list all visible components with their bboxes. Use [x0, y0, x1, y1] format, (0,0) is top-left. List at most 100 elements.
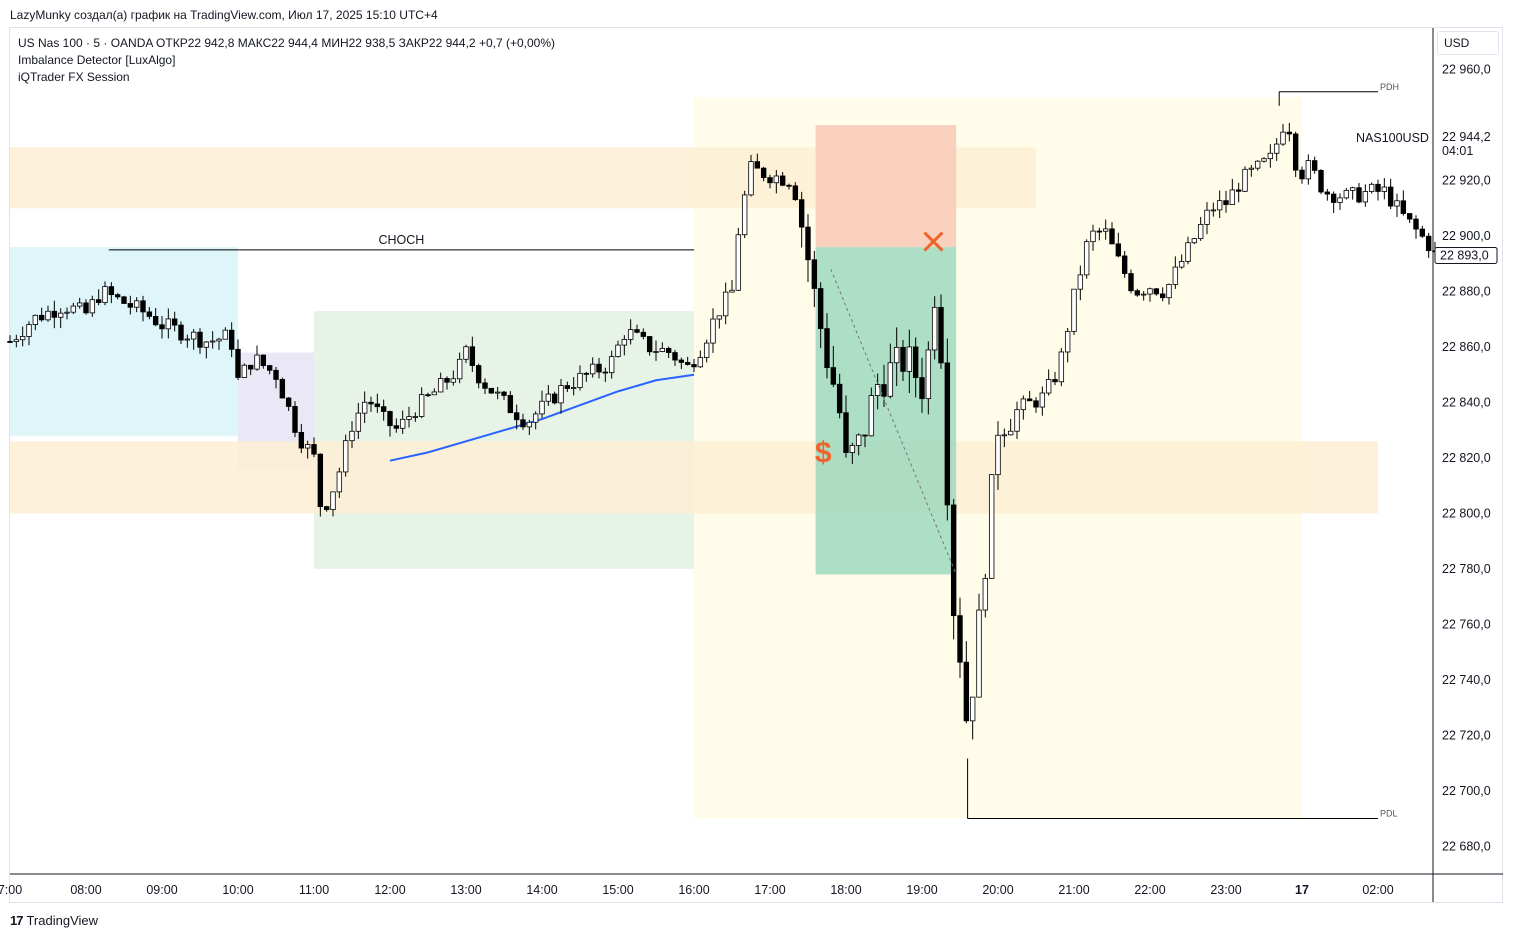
- axes: 22 960,0 22 920,0 22 900,0 22 880,0 22 860,0…: [0, 28, 1503, 902]
- tradingview-logo[interactable]: 17 TradingView: [10, 913, 98, 928]
- candle-body-194: [1235, 189, 1242, 192]
- candle-body-223: [1419, 228, 1426, 237]
- candle-body-174: [1109, 228, 1115, 245]
- time-tick-8: 15:00: [602, 883, 633, 897]
- candle-body-19: [127, 303, 134, 308]
- candle-body-121: [773, 175, 780, 184]
- candle-body-25: [165, 318, 172, 330]
- price-tick-11: 22 720,0: [1442, 728, 1491, 742]
- candle-body-14: [95, 299, 102, 303]
- time-tick-11: 18:00: [830, 883, 861, 897]
- candle-body-45: [292, 406, 298, 433]
- currency-selector[interactable]: USD: [1437, 31, 1499, 55]
- candle-body-215: [1368, 183, 1375, 192]
- trade-path: [830, 269, 957, 575]
- candle-body-46: [298, 432, 305, 449]
- candle-body-143: [912, 346, 919, 378]
- price-tick-5: 22 840,0: [1442, 395, 1491, 409]
- price-tick-13: 22 680,0: [1442, 839, 1491, 853]
- candle-body-173: [1102, 228, 1109, 232]
- price-tick-10: 22 740,0: [1442, 673, 1491, 687]
- candle-body-184: [1172, 266, 1179, 285]
- entry-cross-icon-stroke: [923, 231, 944, 252]
- price-tick-2: 22 900,0: [1442, 229, 1491, 243]
- symbol-legend[interactable]: US Nas 100 · 5 · OANDA ОТКР22 942,8 МАКС…: [18, 36, 555, 50]
- candle-body-144: [919, 377, 925, 400]
- candle-body-199: [1267, 152, 1274, 160]
- candle-body-69: [444, 378, 450, 383]
- candle-body-181: [1153, 288, 1160, 295]
- candle-body-136: [868, 395, 875, 437]
- candle-body-148: [944, 362, 951, 506]
- candle-body-209: [1330, 193, 1337, 203]
- price-tick-6: 22 820,0: [1442, 451, 1491, 465]
- time-tick-16: 23:00: [1210, 883, 1241, 897]
- chart-frame[interactable]: [9, 27, 1503, 903]
- candle-body-5: [38, 314, 45, 321]
- candle-body-149: [950, 504, 957, 617]
- candle-body-178: [1134, 290, 1141, 296]
- candle-body-166: [1058, 351, 1065, 383]
- candle-body-132: [843, 412, 849, 454]
- candle-body-35: [228, 329, 235, 350]
- time-tick-17: 17: [1295, 883, 1309, 897]
- candle-body-8: [57, 312, 64, 318]
- candle-body-123: [786, 184, 792, 187]
- candle-body-29: [190, 331, 197, 340]
- candle-body-81: [520, 419, 526, 428]
- candle-body-43: [279, 379, 286, 399]
- candle-body-23: [152, 316, 159, 326]
- price-tick-3: 22 880,0: [1442, 285, 1491, 299]
- candle-body-139: [887, 362, 894, 397]
- candle-body-39: [254, 354, 260, 370]
- candle-body-153: [976, 609, 982, 698]
- candle-body-20: [133, 300, 140, 308]
- indicator-legend-imbalance[interactable]: Imbalance Detector [LuxAlgo]: [18, 53, 176, 67]
- candle-body-67: [431, 391, 438, 396]
- candle-body-160: [1020, 398, 1027, 411]
- candle-body-47: [304, 444, 311, 449]
- candle-body-140: [893, 346, 900, 364]
- candle-body-10: [70, 305, 77, 313]
- candle-body-94: [602, 371, 609, 374]
- candle-body-96: [615, 344, 621, 358]
- candle-body-53: [342, 440, 349, 473]
- candle-body-210: [1337, 197, 1343, 203]
- candle-body-3: [26, 324, 32, 337]
- candle-body-31: [203, 341, 210, 348]
- candle-body-97: [621, 338, 628, 346]
- candle-body-36: [235, 348, 241, 378]
- candle-body-82: [526, 421, 533, 428]
- candle-body-137: [874, 384, 881, 396]
- candle-body-104: [665, 347, 672, 353]
- candle-body-11: [76, 302, 83, 307]
- candle-body-75: [482, 382, 488, 389]
- candle-body-150: [957, 615, 963, 663]
- candle-body-152: [969, 696, 976, 722]
- candle-body-42: [273, 369, 279, 380]
- indicator-legend-session[interactable]: iQTrader FX Session: [18, 70, 130, 84]
- candle-body-189: [1204, 209, 1210, 225]
- candle-body-206: [1311, 160, 1318, 171]
- candle-body-13: [89, 299, 96, 314]
- time-tick-18: 02:00: [1362, 883, 1393, 897]
- candle-body-92: [589, 363, 596, 375]
- candle-body-33: [216, 338, 222, 342]
- time-tick-13: 20:00: [982, 883, 1013, 897]
- candle-body-105: [672, 352, 678, 361]
- candle-body-18: [121, 296, 127, 304]
- candle-body-214: [1362, 191, 1369, 203]
- candle-body-126: [805, 226, 811, 261]
- candle-body-179: [1140, 293, 1147, 296]
- candle-body-73: [469, 346, 476, 366]
- candle-body-93: [596, 363, 602, 373]
- candle-body-103: [659, 347, 666, 352]
- candle-body-59: [380, 406, 387, 412]
- candle-body-80: [513, 412, 520, 421]
- candle-body-212: [1349, 187, 1356, 191]
- candle-body-4: [32, 314, 39, 325]
- candle-body-170: [1083, 241, 1090, 276]
- price-tick-1: 22 920,0: [1442, 174, 1491, 188]
- price-tick-8: 22 780,0: [1442, 562, 1491, 576]
